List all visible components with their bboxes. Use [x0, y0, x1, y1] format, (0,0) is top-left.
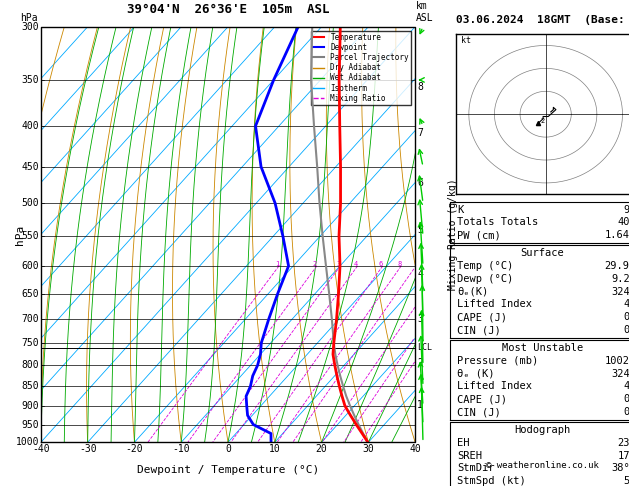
- Text: 2: 2: [540, 119, 545, 124]
- Text: 29.9: 29.9: [604, 260, 629, 271]
- Text: CIN (J): CIN (J): [457, 407, 501, 417]
- Text: 5: 5: [623, 476, 629, 486]
- Text: θₑ (K): θₑ (K): [457, 368, 494, 379]
- Text: 800: 800: [21, 360, 39, 370]
- Text: 900: 900: [21, 401, 39, 411]
- Text: 324: 324: [611, 368, 629, 379]
- Text: Most Unstable: Most Unstable: [502, 343, 583, 353]
- Text: StmDir: StmDir: [457, 464, 494, 473]
- Text: 550: 550: [21, 231, 39, 241]
- Text: 8: 8: [417, 82, 423, 92]
- Text: 1.64: 1.64: [604, 230, 629, 241]
- Text: 4: 4: [623, 382, 629, 391]
- Text: 5: 5: [417, 225, 423, 235]
- Text: 9: 9: [623, 205, 629, 214]
- Text: 0: 0: [623, 407, 629, 417]
- Text: 0: 0: [623, 312, 629, 322]
- Text: 03.06.2024  18GMT  (Base: 18): 03.06.2024 18GMT (Base: 18): [456, 15, 629, 25]
- Text: 39°04'N  26°36'E  105m  ASL: 39°04'N 26°36'E 105m ASL: [127, 3, 329, 17]
- Text: hPa: hPa: [20, 13, 38, 22]
- Text: 40: 40: [617, 217, 629, 227]
- Text: Lifted Index: Lifted Index: [457, 299, 532, 310]
- Legend: Temperature, Dewpoint, Parcel Trajectory, Dry Adiabat, Wet Adiabat, Isotherm, Mi: Temperature, Dewpoint, Parcel Trajectory…: [311, 31, 411, 105]
- Text: K: K: [457, 205, 464, 214]
- Text: PW (cm): PW (cm): [457, 230, 501, 241]
- Text: 2: 2: [417, 358, 423, 368]
- Text: 7: 7: [417, 128, 423, 138]
- Text: θₑ(K): θₑ(K): [457, 287, 488, 296]
- Text: 350: 350: [21, 75, 39, 85]
- Text: 38°: 38°: [611, 464, 629, 473]
- Text: -40: -40: [32, 444, 50, 454]
- Text: -20: -20: [126, 444, 143, 454]
- Text: 20: 20: [316, 444, 328, 454]
- Text: 1002: 1002: [604, 356, 629, 365]
- Text: 1: 1: [417, 400, 423, 410]
- Text: 4: 4: [353, 261, 357, 267]
- Text: 400: 400: [21, 121, 39, 131]
- Text: 17: 17: [617, 451, 629, 461]
- Text: © weatheronline.co.uk: © weatheronline.co.uk: [486, 461, 599, 470]
- Text: 30: 30: [362, 444, 374, 454]
- Text: CAPE (J): CAPE (J): [457, 312, 507, 322]
- Text: 6: 6: [417, 178, 423, 188]
- Text: 600: 600: [21, 261, 39, 271]
- Text: 950: 950: [21, 419, 39, 430]
- Text: 324: 324: [611, 287, 629, 296]
- Text: 300: 300: [21, 22, 39, 32]
- Text: 8: 8: [397, 261, 401, 267]
- Text: 3: 3: [417, 314, 423, 324]
- Text: 450: 450: [21, 162, 39, 172]
- Text: Dewp (°C): Dewp (°C): [457, 274, 513, 283]
- Text: kt: kt: [461, 36, 471, 45]
- Text: Surface: Surface: [521, 248, 564, 258]
- Text: 40: 40: [409, 444, 421, 454]
- Text: EH: EH: [457, 437, 470, 448]
- Text: Pressure (mb): Pressure (mb): [457, 356, 538, 365]
- Text: 10: 10: [269, 444, 281, 454]
- Text: 750: 750: [21, 338, 39, 348]
- Text: 1000: 1000: [16, 437, 39, 447]
- Text: SREH: SREH: [457, 451, 482, 461]
- Text: Totals Totals: Totals Totals: [457, 217, 538, 227]
- Text: 9.2: 9.2: [611, 274, 629, 283]
- Text: 700: 700: [21, 314, 39, 324]
- Text: Temp (°C): Temp (°C): [457, 260, 513, 271]
- Text: CAPE (J): CAPE (J): [457, 395, 507, 404]
- Text: 0: 0: [623, 395, 629, 404]
- Text: 3: 3: [336, 261, 340, 267]
- Text: 4: 4: [417, 269, 423, 279]
- Text: 500: 500: [21, 198, 39, 208]
- Text: 0: 0: [225, 444, 231, 454]
- Text: 850: 850: [21, 381, 39, 391]
- Text: -30: -30: [79, 444, 96, 454]
- Text: 23: 23: [617, 437, 629, 448]
- Text: 4: 4: [623, 299, 629, 310]
- Text: hPa: hPa: [15, 225, 25, 244]
- Text: 0: 0: [623, 325, 629, 335]
- Text: km
ASL: km ASL: [416, 1, 433, 22]
- Text: 650: 650: [21, 289, 39, 298]
- Text: Hodograph: Hodograph: [515, 425, 571, 434]
- Text: 2: 2: [313, 261, 317, 267]
- Text: -10: -10: [172, 444, 190, 454]
- Text: CIN (J): CIN (J): [457, 325, 501, 335]
- Text: Dewpoint / Temperature (°C): Dewpoint / Temperature (°C): [137, 465, 319, 475]
- Text: 6: 6: [379, 261, 383, 267]
- Text: Lifted Index: Lifted Index: [457, 382, 532, 391]
- Text: 1: 1: [275, 261, 279, 267]
- Text: Mixing Ratio (g/kg): Mixing Ratio (g/kg): [448, 179, 457, 290]
- Text: LCL: LCL: [417, 343, 432, 352]
- Text: StmSpd (kt): StmSpd (kt): [457, 476, 526, 486]
